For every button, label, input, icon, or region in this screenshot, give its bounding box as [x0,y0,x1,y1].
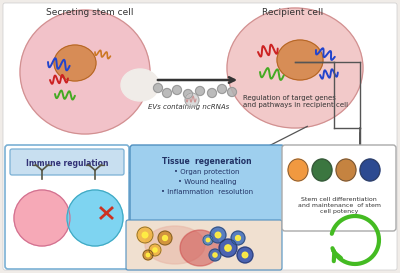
Circle shape [209,249,221,261]
Ellipse shape [180,230,220,266]
Circle shape [196,87,204,96]
Circle shape [231,231,245,245]
Text: • Inflammation  resolution: • Inflammation resolution [161,189,253,195]
FancyBboxPatch shape [5,145,129,269]
Text: • Organ protection: • Organ protection [174,169,240,175]
Circle shape [146,253,150,257]
Ellipse shape [360,159,380,181]
Text: Secreting stem cell: Secreting stem cell [46,8,134,17]
Ellipse shape [288,159,308,181]
Circle shape [142,232,148,238]
Text: Regulation of target genes
and pathways in recipient cell: Regulation of target genes and pathways … [243,95,348,108]
Circle shape [162,88,172,97]
Circle shape [219,239,237,257]
Circle shape [236,236,240,241]
FancyBboxPatch shape [130,145,284,223]
Circle shape [143,250,153,260]
Ellipse shape [227,8,363,128]
Circle shape [158,231,172,245]
FancyBboxPatch shape [3,3,397,270]
Circle shape [67,190,123,246]
Circle shape [162,236,168,241]
Ellipse shape [54,45,96,81]
Circle shape [208,88,216,97]
Circle shape [185,93,199,107]
Circle shape [215,232,221,238]
Text: EVs containing ncRNAs: EVs containing ncRNAs [148,104,229,110]
Circle shape [149,244,161,256]
Circle shape [153,248,157,252]
Circle shape [242,252,248,258]
Ellipse shape [336,159,356,181]
Circle shape [206,238,210,242]
Circle shape [218,85,226,93]
Text: Recipient cell: Recipient cell [262,8,324,17]
Circle shape [203,235,213,245]
Circle shape [184,90,192,99]
FancyBboxPatch shape [126,220,282,270]
Ellipse shape [145,226,205,264]
Circle shape [14,190,70,246]
Circle shape [137,227,153,243]
Ellipse shape [20,10,150,134]
Circle shape [172,85,182,94]
Circle shape [237,247,253,263]
Circle shape [213,253,217,257]
Ellipse shape [121,69,159,101]
Ellipse shape [312,159,332,181]
Text: Tissue  regeneration: Tissue regeneration [162,156,252,165]
FancyBboxPatch shape [10,149,124,175]
Circle shape [154,84,162,93]
Text: Immune regulation: Immune regulation [26,159,108,168]
Circle shape [228,88,236,96]
Ellipse shape [277,40,323,80]
FancyBboxPatch shape [282,145,396,231]
Circle shape [210,227,226,243]
Text: • Wound healing: • Wound healing [178,179,236,185]
Text: Stem cell differentiation
and maintenance  of stem
cell potency: Stem cell differentiation and maintenanc… [298,197,380,213]
Circle shape [225,245,231,251]
